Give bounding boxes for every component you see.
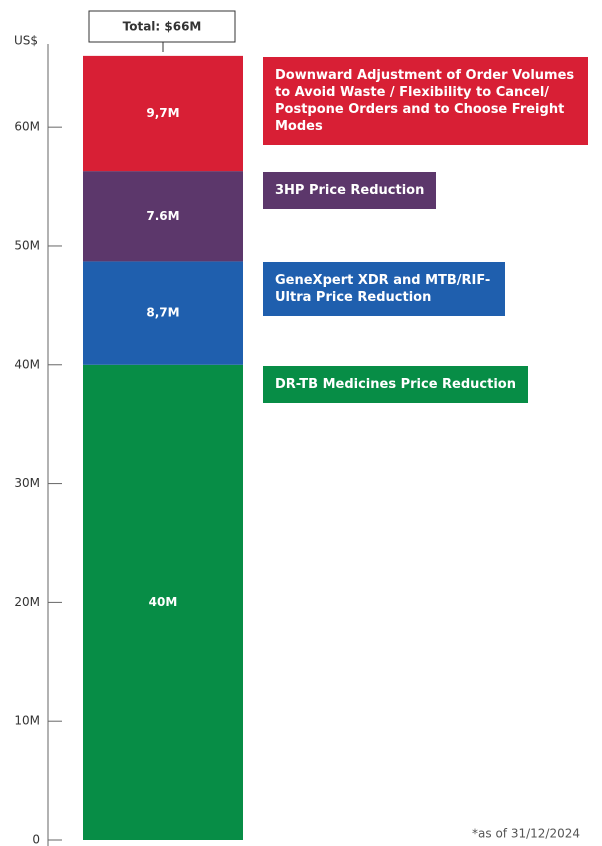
legend-box: Downward Adjustment of Order Volumes to … (263, 56, 588, 145)
y-axis-label: US$ (14, 34, 38, 48)
y-tick-label: 60M (14, 120, 40, 134)
bar-segment (83, 364, 243, 840)
total-label: Total: $66M (123, 20, 202, 34)
legend-box: GeneXpert XDR and MTB/RIF-Ultra Price Re… (263, 262, 505, 317)
y-tick-label: 50M (14, 238, 40, 252)
y-tick-label: 30M (14, 476, 40, 490)
y-tick-label: 10M (14, 714, 40, 728)
bar-segment (83, 261, 243, 365)
footnote: *as of 31/12/2024 (472, 827, 580, 841)
legend-box: 3HP Price Reduction (263, 172, 437, 210)
segment-label: 9,7M (146, 106, 179, 120)
bar-segment (83, 55, 243, 172)
segment-label: 40M (149, 595, 178, 609)
y-tick-label: 20M (14, 595, 40, 609)
y-tick-label: 40M (14, 357, 40, 371)
segment-label: 8,7M (146, 306, 179, 320)
segment-label: 7.6M (146, 209, 179, 223)
legend-box: DR-TB Medicines Price Reduction (263, 365, 528, 403)
bar-segment (83, 171, 243, 262)
y-tick-label: 0 (32, 833, 40, 846)
total-box (88, 10, 236, 43)
